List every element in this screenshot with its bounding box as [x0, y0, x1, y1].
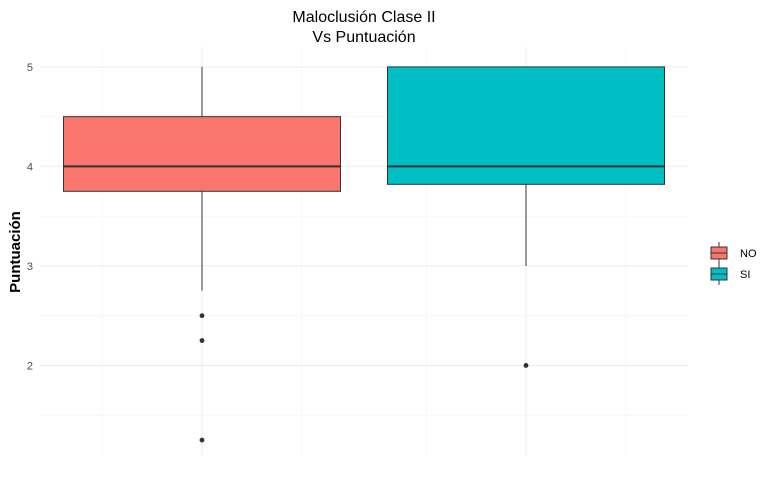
outlier-point-si — [523, 363, 529, 368]
y-axis-label: Puntuación — [7, 211, 24, 293]
box-no — [62, 116, 342, 192]
y-tick-label: 3 — [27, 261, 33, 273]
chart-subtitle: Vs Puntuación — [312, 29, 415, 46]
outlier-point-no — [199, 437, 205, 443]
chart-title: Maloclusión Clase II — [292, 9, 435, 26]
legend-label-si: SI — [740, 269, 750, 281]
box-si — [386, 66, 666, 185]
y-tick-label: 2 — [27, 360, 33, 372]
boxplot-boxes — [62, 66, 666, 443]
legend: NO SI — [710, 242, 757, 285]
y-tick-label: 4 — [27, 161, 33, 173]
outlier-point-no — [199, 338, 205, 343]
outlier-point-no — [199, 313, 205, 319]
legend-label-no: NO — [740, 248, 757, 260]
y-axis-ticks: 2 3 4 5 — [27, 62, 33, 373]
y-tick-label: 5 — [27, 62, 33, 74]
